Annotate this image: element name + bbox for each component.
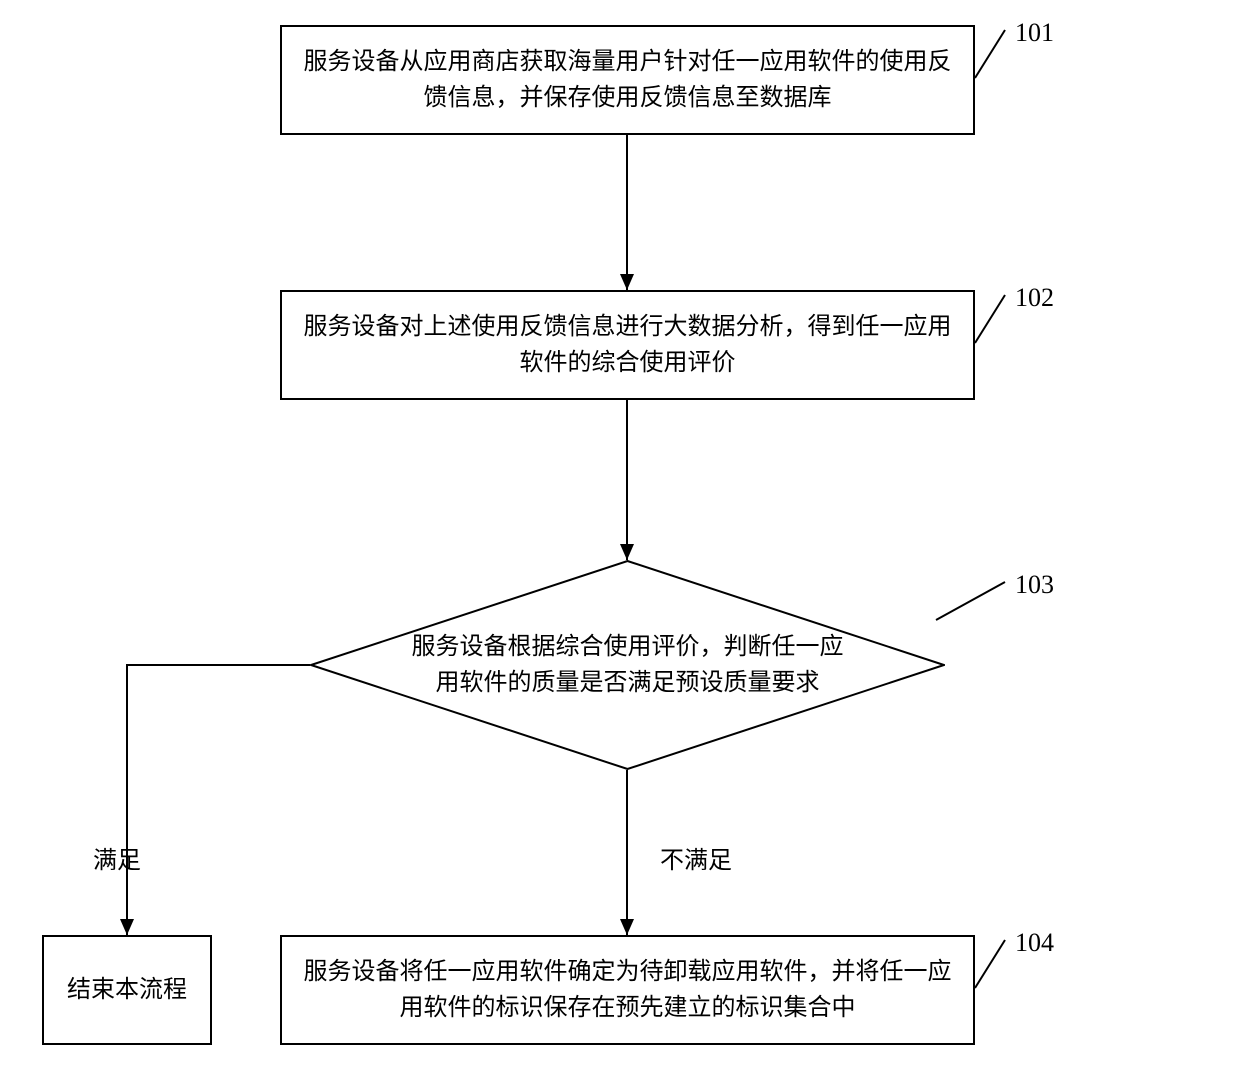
step-101-text: 服务设备从应用商店获取海量用户针对任一应用软件的使用反馈信息，并保存使用反馈信息… [302, 44, 953, 116]
step-103-decision: 服务设备根据综合使用评价，判断任一应用软件的质量是否满足预设质量要求 [310, 560, 945, 770]
edge-label-yes: 满足 [93, 840, 141, 875]
step-104-label: 104 [1015, 928, 1054, 958]
step-103-text: 服务设备根据综合使用评价，判断任一应用软件的质量是否满足预设质量要求 [400, 629, 855, 701]
end-box: 结束本流程 [42, 935, 212, 1045]
step-102-box: 服务设备对上述使用反馈信息进行大数据分析，得到任一应用软件的综合使用评价 [280, 290, 975, 400]
step-101-box: 服务设备从应用商店获取海量用户针对任一应用软件的使用反馈信息，并保存使用反馈信息… [280, 25, 975, 135]
step-104-box: 服务设备将任一应用软件确定为待卸载应用软件，并将任一应用软件的标识保存在预先建立… [280, 935, 975, 1045]
step-101-label: 101 [1015, 18, 1054, 48]
end-text: 结束本流程 [67, 972, 187, 1008]
step-103-label: 103 [1015, 570, 1054, 600]
step-102-label: 102 [1015, 283, 1054, 313]
step-102-text: 服务设备对上述使用反馈信息进行大数据分析，得到任一应用软件的综合使用评价 [302, 309, 953, 381]
connectors-layer [0, 0, 1240, 1081]
flowchart-canvas: 服务设备从应用商店获取海量用户针对任一应用软件的使用反馈信息，并保存使用反馈信息… [0, 0, 1240, 1081]
edge-label-no: 不满足 [660, 840, 732, 875]
step-104-text: 服务设备将任一应用软件确定为待卸载应用软件，并将任一应用软件的标识保存在预先建立… [302, 954, 953, 1026]
